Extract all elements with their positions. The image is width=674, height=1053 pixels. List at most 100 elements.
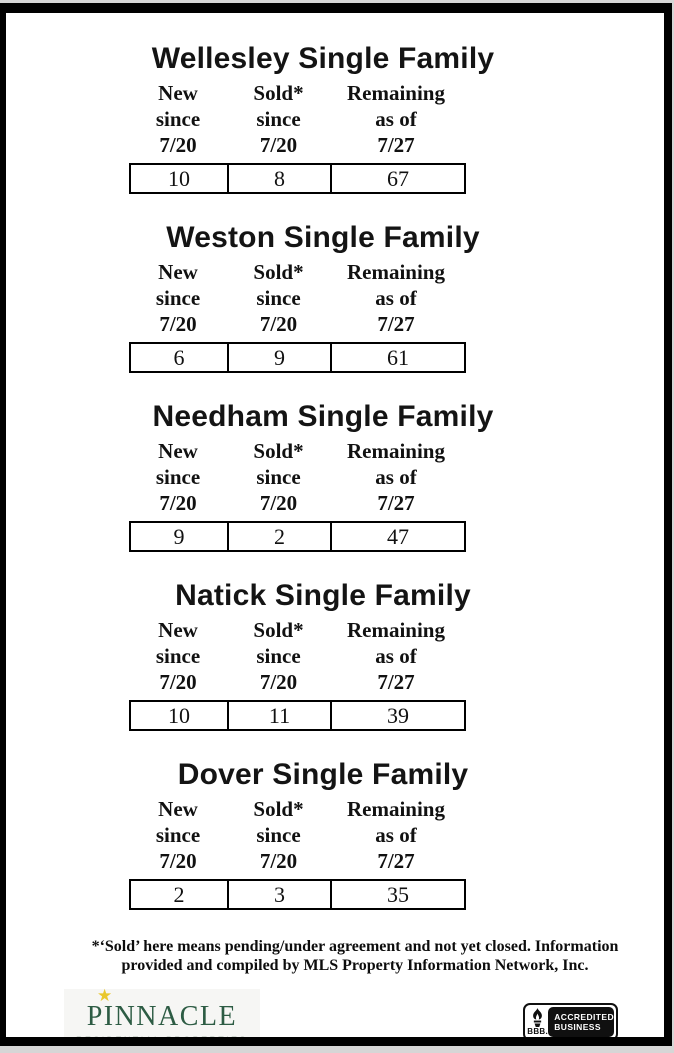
header-line: Sold* [253,260,304,284]
table-data-row: 9 2 47 [129,521,466,552]
header-line: 7/20 [259,670,298,694]
document-page: Wellesley Single Family New since 7/20 S… [0,3,672,1046]
header-line: 7/20 [159,491,197,515]
cell-remaining: 35 [387,882,409,907]
table-header-row: New since 7/20 Sold* since 7/20 Remainin… [129,617,466,695]
table-data-row: 10 11 39 [129,700,466,731]
cell-sold: 3 [229,881,332,908]
cell-new: 2 [131,881,229,908]
table-header-row: New since 7/20 Sold* since 7/20 Remainin… [129,80,466,158]
col-header-sold: Sold* since 7/20 [227,438,330,516]
header-line: Remaining [346,797,445,821]
section-title: Dover Single Family [177,758,469,791]
header-line: since [256,286,301,310]
header-line: as of [375,465,417,489]
page-content: Wellesley Single Family New since 7/20 S… [6,13,664,1045]
section-wellesley: Wellesley Single Family New since 7/20 S… [6,42,664,194]
table-header-row: New since 7/20 Sold* since 7/20 Remainin… [129,259,466,337]
header-line: 7/27 [377,491,415,515]
sold-definition-footnote: *‘Sold’ here means pending/under agreeme… [6,937,664,975]
col-header-remaining: Remaining as of 7/27 [330,259,462,337]
cell-sold: 8 [229,165,332,192]
pinnacle-tagline: RESIDENTIAL PROPERTIES [76,1035,248,1045]
cell-remaining: 47 [387,524,409,549]
section-title: Natick Single Family [175,579,471,612]
cell-remaining: 67 [387,166,409,191]
header-line: New [158,797,198,821]
header-line: as of [375,107,417,131]
cell-new: 10 [131,702,229,729]
bbb-accredited-label: ACCREDITED [554,1012,614,1022]
header-line: since [155,644,201,668]
section-dover: Dover Single Family New since 7/20 Sold*… [6,758,664,910]
header-line: since [256,465,301,489]
header-line: since [256,107,301,131]
cell-new: 6 [131,344,229,371]
header-line: since [155,107,201,131]
header-line: since [155,823,201,847]
header-line: Sold* [253,797,304,821]
section-natick: Natick Single Family New since 7/20 Sold… [6,579,664,731]
col-header-sold: Sold* since 7/20 [227,617,330,695]
cell-sold: 2 [229,523,332,550]
header-line: 7/20 [259,312,298,336]
bbb-right-panel: ACCREDITED BUSINESS [548,1007,614,1037]
footnote-line-1: *‘Sold’ here means pending/under agreeme… [91,938,619,955]
cell-sold: 9 [229,344,332,371]
header-line: 7/20 [259,133,298,157]
table-header-row: New since 7/20 Sold* since 7/20 Remainin… [129,438,466,516]
bbb-torch-icon [533,1008,543,1027]
cell-remaining: 39 [387,703,409,728]
header-line: since [256,823,301,847]
col-header-new: New since 7/20 [129,438,227,516]
bbb-abbr-label: BBB. [527,1027,549,1036]
pinnacle-logo: ★ PINNACLE RESIDENTIAL PROPERTIES [64,986,260,1045]
col-header-sold: Sold* since 7/20 [227,259,330,337]
footer-logos: ★ PINNACLE RESIDENTIAL PROPERTIES BBB. A… [6,986,664,1045]
bbb-business-label: BUSINESS [554,1022,601,1032]
header-line: Sold* [253,81,304,105]
table-data-row: 10 8 67 [129,163,466,194]
header-line: 7/27 [377,133,415,157]
section-title: Wellesley Single Family [151,42,495,75]
header-line: Remaining [346,81,445,105]
col-header-new: New since 7/20 [129,259,227,337]
table-header-row: New since 7/20 Sold* since 7/20 Remainin… [129,796,466,874]
section-needham: Needham Single Family New since 7/20 Sol… [6,400,664,552]
col-header-remaining: Remaining as of 7/27 [330,796,462,874]
section-title: Needham Single Family [152,400,494,433]
col-header-remaining: Remaining as of 7/27 [330,617,462,695]
section-title: Weston Single Family [166,221,480,254]
header-line: 7/20 [159,312,197,336]
col-header-new: New since 7/20 [129,796,227,874]
header-line: since [155,286,201,310]
header-line: Sold* [253,618,304,642]
footnote-line-2: provided and compiled by MLS Property In… [121,957,589,974]
col-header-sold: Sold* since 7/20 [227,80,330,158]
header-line: 7/27 [377,670,415,694]
header-line: as of [375,286,417,310]
table-data-row: 6 9 61 [129,342,466,373]
header-line: since [155,465,201,489]
header-line: 7/20 [159,849,197,873]
bbb-accredited-badge: BBB. ACCREDITED BUSINESS [523,1003,618,1037]
star-icon: ★ [97,986,113,1006]
header-line: New [158,618,198,642]
header-line: 7/27 [377,312,415,336]
table-data-row: 2 3 35 [129,879,466,910]
header-line: New [158,439,198,463]
bbb-left-panel: BBB. [527,1007,548,1037]
header-line: 7/20 [159,670,197,694]
header-line: Remaining [346,618,445,642]
header-line: 7/20 [259,491,298,515]
cell-new: 10 [131,165,229,192]
header-line: Remaining [346,439,445,463]
col-header-sold: Sold* since 7/20 [227,796,330,874]
header-line: 7/27 [377,849,415,873]
header-line: 7/20 [259,849,298,873]
col-header-new: New since 7/20 [129,617,227,695]
cell-sold: 11 [229,702,332,729]
header-line: Remaining [346,260,445,284]
header-line: New [158,260,198,284]
section-weston: Weston Single Family New since 7/20 Sold… [6,221,664,373]
